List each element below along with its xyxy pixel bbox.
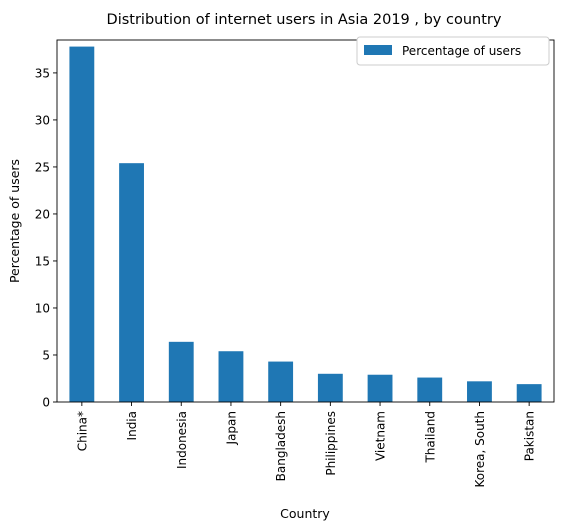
y-tick-label: 35 bbox=[35, 66, 50, 80]
bar-thailand bbox=[417, 377, 443, 402]
y-tick-label: 20 bbox=[35, 207, 50, 221]
x-tick-label: India bbox=[125, 411, 139, 440]
bar-vietnam bbox=[367, 374, 393, 402]
bar-china bbox=[69, 46, 95, 402]
chart-title: Distribution of internet users in Asia 2… bbox=[107, 12, 502, 28]
legend: Percentage of users bbox=[356, 36, 550, 66]
bar-philippines bbox=[317, 373, 343, 402]
x-tick-label: China* bbox=[75, 411, 89, 451]
x-tick-label: Japan bbox=[224, 411, 238, 445]
bar-korea-south bbox=[467, 381, 492, 402]
bar-pakistan bbox=[516, 384, 542, 402]
x-tick-label: Pakistan bbox=[523, 411, 537, 461]
y-tick-label: 10 bbox=[35, 301, 50, 315]
legend-label: Percentage of users bbox=[402, 44, 521, 58]
bar-bangladesh bbox=[268, 361, 294, 402]
bar-japan bbox=[218, 351, 244, 402]
x-tick-label: Philippines bbox=[324, 411, 338, 476]
x-tick-label: Vietnam bbox=[374, 411, 388, 461]
bars-group bbox=[69, 46, 542, 402]
x-tick-label: Bangladesh bbox=[274, 411, 288, 481]
bar-india bbox=[119, 163, 144, 402]
x-tick-label: Thailand bbox=[423, 411, 437, 464]
x-tick-label: Korea, South bbox=[473, 411, 487, 488]
y-tick-label: 5 bbox=[42, 348, 50, 362]
y-tick-label: 30 bbox=[35, 113, 50, 127]
legend-swatch bbox=[364, 45, 392, 55]
y-axis-label: Percentage of users bbox=[7, 159, 22, 283]
y-tick-label: 15 bbox=[35, 254, 50, 268]
bar-indonesia bbox=[168, 341, 194, 402]
x-tick-label: Indonesia bbox=[175, 411, 189, 469]
y-axis-ticks: 0 5 10 15 20 25 30 35 bbox=[35, 66, 57, 410]
x-axis-label: Country bbox=[280, 506, 330, 521]
legend-box bbox=[356, 36, 550, 66]
y-tick-label: 25 bbox=[35, 160, 50, 174]
x-axis-ticks: China* India Indonesia Japan Bangladesh Phili… bbox=[75, 402, 537, 488]
plot-frame bbox=[56, 39, 555, 403]
y-tick-label: 0 bbox=[42, 396, 50, 410]
